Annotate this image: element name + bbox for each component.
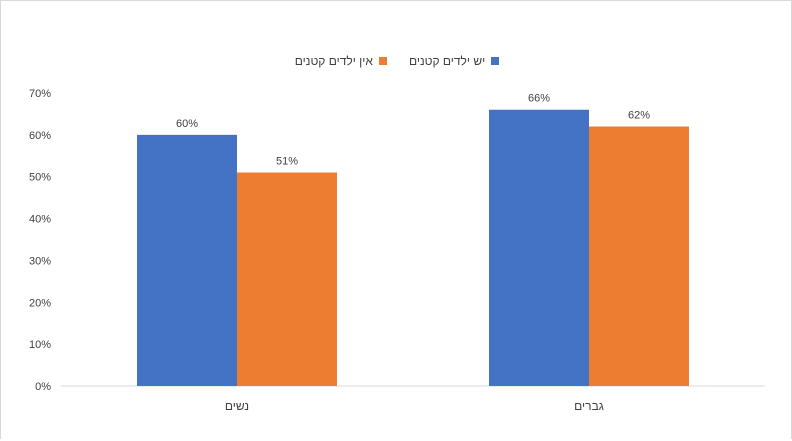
legend-swatch-series-1: [491, 57, 500, 65]
legend-label-series-1: יש ילדים קטנים: [408, 54, 486, 68]
y-tick-label: 50%: [29, 172, 51, 184]
data-label: 51%: [276, 156, 298, 168]
bar: [489, 109, 589, 386]
x-tick-label: נשים: [225, 399, 249, 413]
y-tick-label: 30%: [29, 255, 51, 267]
legend-item-series-2: אין ילדים קטנים: [295, 54, 387, 68]
y-tick-label: 60%: [29, 130, 51, 142]
x-tick-label: גברים: [574, 399, 604, 413]
legend: יש ילדים קטנים אין ילדים קטנים: [1, 54, 792, 68]
y-tick-label: 0%: [35, 381, 51, 393]
legend-label-series-2: אין ילדים קטנים: [294, 54, 373, 68]
bar: [237, 172, 337, 386]
y-tick-label: 70%: [29, 88, 51, 100]
legend-swatch-series-2: [378, 57, 387, 65]
bar: [137, 134, 237, 386]
y-tick-label: 10%: [29, 339, 51, 351]
data-label: 66%: [528, 93, 550, 105]
legend-item-series-1: יש ילדים קטנים: [408, 54, 500, 68]
data-label: 60%: [176, 118, 198, 130]
y-tick-label: 40%: [29, 214, 51, 226]
bar: [589, 126, 689, 386]
y-tick-label: 20%: [29, 297, 51, 309]
data-label: 62%: [628, 109, 650, 121]
